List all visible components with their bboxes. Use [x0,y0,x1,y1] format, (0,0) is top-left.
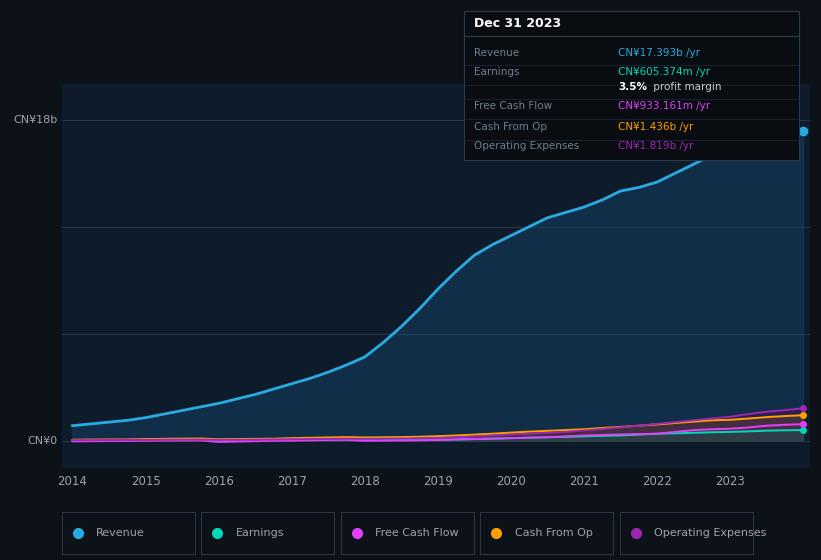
Text: Dec 31 2023: Dec 31 2023 [474,17,561,30]
Text: CN¥18b: CN¥18b [14,115,57,125]
Text: Cash From Op: Cash From Op [474,122,547,132]
Text: CN¥1.436b /yr: CN¥1.436b /yr [618,122,693,132]
Text: CN¥933.161m /yr: CN¥933.161m /yr [618,101,710,111]
Text: profit margin: profit margin [649,82,722,92]
Text: Operating Expenses: Operating Expenses [474,141,579,151]
Text: 3.5%: 3.5% [618,82,647,92]
Text: Earnings: Earnings [474,67,520,77]
Text: Revenue: Revenue [474,48,519,58]
Text: Revenue: Revenue [96,529,144,538]
Text: CN¥605.374m /yr: CN¥605.374m /yr [618,67,710,77]
Text: CN¥17.393b /yr: CN¥17.393b /yr [618,48,700,58]
Text: Earnings: Earnings [236,529,284,538]
Text: Free Cash Flow: Free Cash Flow [375,529,459,538]
Text: Cash From Op: Cash From Op [515,529,593,538]
Text: Operating Expenses: Operating Expenses [654,529,767,538]
Text: Free Cash Flow: Free Cash Flow [474,101,552,111]
Text: CN¥1.819b /yr: CN¥1.819b /yr [618,141,693,151]
Text: CN¥0: CN¥0 [28,436,57,446]
